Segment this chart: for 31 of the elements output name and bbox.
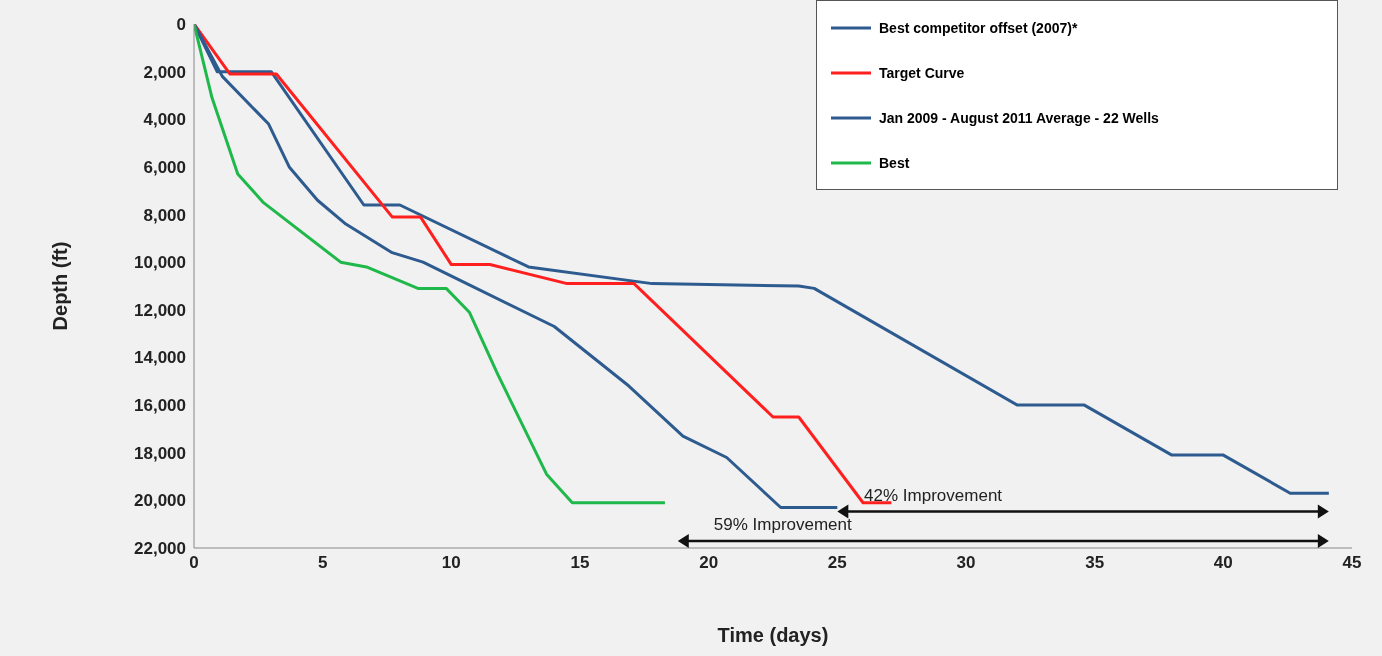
y-tick-label: 8,000 [143, 205, 186, 225]
legend-label: Jan 2009 - August 2011 Average - 22 Wells [879, 109, 1159, 126]
x-tick-label: 20 [699, 553, 719, 573]
x-tick-label: 35 [1085, 553, 1105, 573]
y-tick-label: 22,000 [134, 539, 186, 559]
x-tick-label: 10 [441, 553, 461, 573]
y-tick-label: 16,000 [134, 396, 186, 416]
annotation: 59% Improvement [713, 515, 853, 534]
y-tick-label: 12,000 [134, 300, 186, 320]
y-tick-label: 2,000 [143, 62, 186, 82]
y-tick-label: 14,000 [134, 348, 186, 368]
y-tick-label: 18,000 [134, 443, 186, 463]
y-axis-title: Depth (ft) [49, 241, 72, 331]
y-tick-label: 20,000 [134, 491, 186, 511]
x-tick-label: 25 [827, 553, 847, 573]
x-tick-label: 45 [1342, 553, 1362, 573]
x-tick-label: 40 [1213, 553, 1233, 573]
x-tick-label: 5 [317, 553, 328, 573]
y-tick-label: 6,000 [143, 157, 186, 177]
legend-label: Best competitor offset (2007)* [879, 19, 1078, 36]
legend-label: Best [879, 154, 910, 171]
x-tick-label: 30 [956, 553, 976, 573]
legend-label: Target Curve [879, 64, 965, 81]
x-tick-label: 0 [189, 553, 199, 573]
x-axis-title: Time (days) [717, 624, 829, 646]
line-series [194, 24, 667, 505]
y-tick-label: 0 [176, 15, 186, 35]
annotation: 42% Improvement [864, 485, 1003, 505]
y-tick-label: 4,000 [143, 110, 186, 130]
x-tick-label: 15 [570, 553, 590, 573]
y-tick-label: 10,000 [134, 253, 186, 273]
